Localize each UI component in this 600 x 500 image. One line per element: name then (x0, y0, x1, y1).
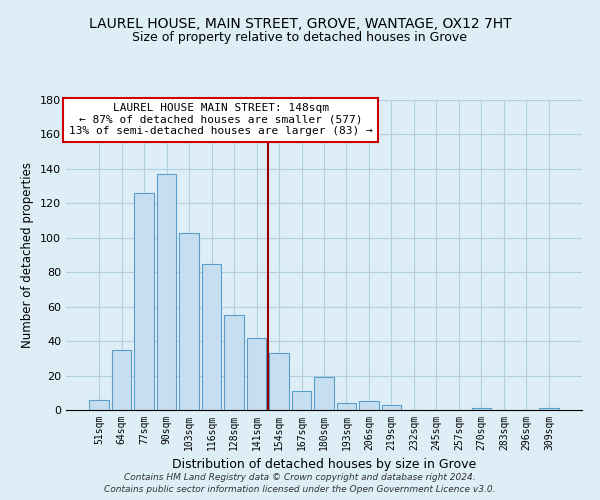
Text: LAUREL HOUSE MAIN STREET: 148sqm
← 87% of detached houses are smaller (577)
13% : LAUREL HOUSE MAIN STREET: 148sqm ← 87% o… (69, 103, 373, 136)
Bar (179, 232, 199, 410)
Bar (269, 353, 289, 410)
Text: LAUREL HOUSE, MAIN STREET, GROVE, WANTAGE, OX12 7HT: LAUREL HOUSE, MAIN STREET, GROVE, WANTAG… (89, 18, 511, 32)
Bar (359, 402, 379, 410)
Bar (89, 400, 109, 410)
Y-axis label: Number of detached properties: Number of detached properties (22, 162, 34, 348)
Bar (472, 408, 491, 410)
Bar (247, 338, 266, 410)
Bar (314, 378, 334, 410)
Bar (292, 391, 311, 410)
Bar (157, 174, 176, 410)
X-axis label: Distribution of detached houses by size in Grove: Distribution of detached houses by size … (172, 458, 476, 471)
Bar (134, 193, 154, 410)
Bar (337, 403, 356, 410)
Bar (112, 350, 131, 410)
Text: Size of property relative to detached houses in Grove: Size of property relative to detached ho… (133, 31, 467, 44)
Bar (382, 405, 401, 410)
Bar (202, 264, 221, 410)
Bar (539, 408, 559, 410)
Text: Contains HM Land Registry data © Crown copyright and database right 2024.: Contains HM Land Registry data © Crown c… (124, 472, 476, 482)
Bar (224, 316, 244, 410)
Text: Contains public sector information licensed under the Open Government Licence v3: Contains public sector information licen… (104, 485, 496, 494)
